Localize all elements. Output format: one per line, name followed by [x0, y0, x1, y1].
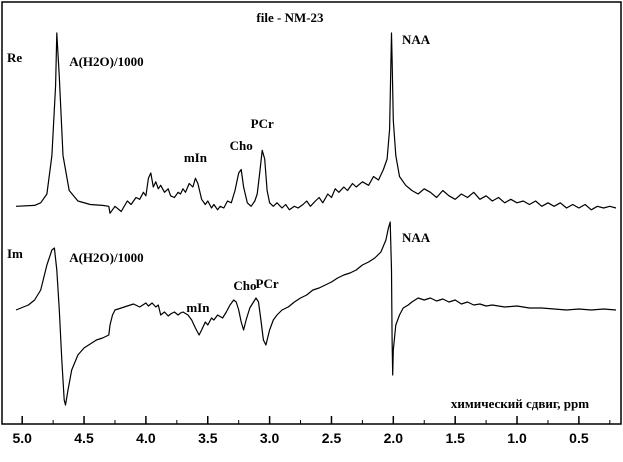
annotation-re-pcr: PCr — [251, 116, 274, 131]
x-tick-label: 4.0 — [136, 430, 156, 446]
chart-title: file - NM-23 — [256, 10, 324, 25]
x-tick-label: 1.0 — [507, 430, 527, 446]
x-tick-label: 3.5 — [198, 430, 218, 446]
series-line-re — [15, 32, 617, 214]
annotation-im-naa: NAA — [402, 230, 431, 245]
x-axis-ticks: 5.0 4.5 4.0 3.5 3.0 2.5 2.0 1.5 1.0 0.5 — [12, 416, 611, 446]
x-tick-label: 2.5 — [322, 430, 342, 446]
x-tick-label: 5.0 — [12, 430, 32, 446]
series-line-im — [15, 221, 617, 406]
annotation-im-min: mIn — [186, 300, 210, 315]
x-axis-label: химический сдвиг, ppm — [451, 396, 589, 411]
annotation-im-pcr: PCr — [256, 276, 279, 291]
annotation-re-cho: Cho — [230, 138, 253, 153]
plot-frame — [1, 1, 622, 425]
x-tick-label: 4.5 — [74, 430, 94, 446]
x-tick-label: 1.5 — [445, 430, 465, 446]
annotation-im-cho: Cho — [233, 278, 256, 293]
x-tick-label: 0.5 — [569, 430, 589, 446]
panel-label-im: Im — [7, 246, 23, 261]
panel-label-re: Re — [7, 50, 22, 65]
annotation-im-a-h2o-1000: A(H2O)/1000 — [69, 250, 143, 265]
annotation-re-a-h2o-1000: A(H2O)/1000 — [69, 54, 143, 69]
annotations: A(H2O)/1000mInChoPCrNAAA(H2O)/1000mInCho… — [69, 32, 431, 315]
x-tick-label: 2.0 — [384, 430, 404, 446]
x-tick-label: 3.0 — [260, 430, 280, 446]
annotation-re-naa: NAA — [402, 32, 431, 47]
annotation-re-min: mIn — [184, 150, 208, 165]
traces — [15, 32, 617, 406]
